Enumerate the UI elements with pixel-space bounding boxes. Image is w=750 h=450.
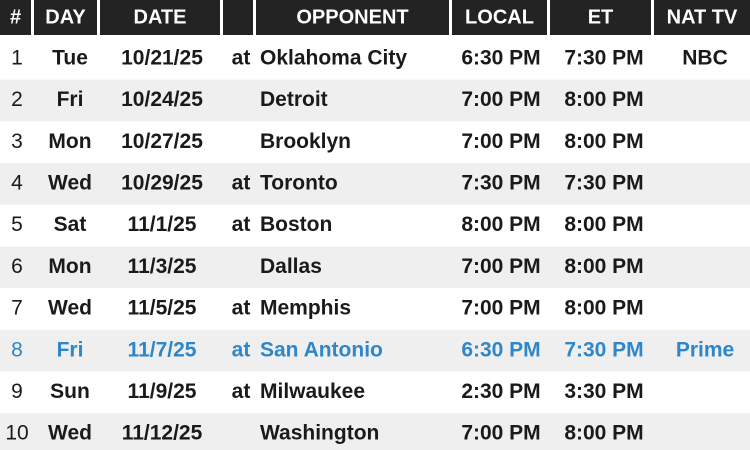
row-number: 9: [11, 380, 23, 403]
opponent: Dallas: [260, 255, 322, 278]
local-time: 8:00 PM: [461, 213, 540, 236]
header-cell: [452, 0, 547, 35]
header-label: OPPONENT: [296, 6, 408, 28]
opponent: Milwaukee: [260, 380, 365, 403]
opponent: Toronto: [260, 171, 338, 194]
date: 11/7/25: [128, 338, 197, 361]
local-time: 6:30 PM: [461, 338, 540, 361]
local-time: 7:00 PM: [461, 255, 540, 278]
et-time: 8:00 PM: [564, 130, 643, 153]
date: 10/27/25: [121, 130, 203, 153]
opponent: Brooklyn: [260, 130, 351, 153]
local-time: 6:30 PM: [461, 46, 540, 69]
et-time: 8:00 PM: [564, 88, 643, 111]
away-marker: at: [232, 46, 251, 69]
away-marker: at: [232, 338, 251, 361]
row-background: [0, 371, 750, 414]
row-background: [0, 246, 750, 289]
header-label: ET: [588, 6, 614, 28]
row-background: [0, 413, 750, 450]
header-cell: [654, 0, 750, 35]
et-time: 7:30 PM: [564, 338, 643, 361]
date: 11/3/25: [128, 255, 197, 278]
local-time: 7:00 PM: [461, 422, 540, 445]
opponent: Boston: [260, 213, 332, 236]
day: Mon: [48, 130, 91, 153]
row-background: [0, 329, 750, 372]
day: Fri: [57, 88, 84, 111]
national-tv: NBC: [682, 46, 728, 69]
et-time: 8:00 PM: [564, 255, 643, 278]
away-marker: at: [232, 297, 251, 320]
et-time: 8:00 PM: [564, 213, 643, 236]
row-background: [0, 163, 750, 205]
row-background: [0, 79, 750, 122]
opponent: Memphis: [260, 297, 351, 320]
header-label: LOCAL: [465, 6, 534, 28]
date: 10/29/25: [121, 171, 203, 194]
date: 10/21/25: [121, 46, 203, 69]
header-label: DAY: [45, 6, 86, 28]
opponent: Washington: [260, 422, 379, 445]
row-number: 1: [11, 46, 23, 69]
away-marker: at: [232, 380, 251, 403]
header-cell: [223, 0, 253, 35]
day: Sun: [50, 380, 90, 403]
et-time: 3:30 PM: [564, 380, 643, 403]
away-marker: at: [232, 213, 251, 236]
row-number: 2: [11, 88, 23, 111]
header-label: NAT TV: [667, 6, 738, 28]
row-background: [0, 288, 750, 330]
et-time: 8:00 PM: [564, 297, 643, 320]
local-time: 7:00 PM: [461, 297, 540, 320]
header-cell: [100, 0, 220, 35]
date: 11/5/25: [128, 297, 197, 320]
day: Wed: [48, 422, 92, 445]
row-number: 6: [11, 255, 23, 278]
day: Wed: [48, 171, 92, 194]
header-cell: [550, 0, 651, 35]
row-number: 7: [11, 297, 23, 320]
et-time: 8:00 PM: [564, 422, 643, 445]
date: 11/9/25: [128, 380, 197, 403]
row-number: 4: [11, 171, 23, 194]
day: Fri: [57, 338, 84, 361]
local-time: 7:00 PM: [461, 88, 540, 111]
local-time: 2:30 PM: [461, 380, 540, 403]
et-time: 7:30 PM: [564, 171, 643, 194]
opponent: San Antonio: [260, 338, 383, 361]
local-time: 7:00 PM: [461, 130, 540, 153]
date: 11/12/25: [122, 422, 203, 445]
opponent: Detroit: [260, 88, 328, 111]
date: 11/1/25: [128, 213, 197, 236]
header-cell: [34, 0, 97, 35]
header-label: #: [10, 6, 21, 28]
day: Tue: [52, 46, 88, 69]
row-background: [0, 204, 750, 247]
day: Sat: [54, 213, 87, 236]
day: Mon: [48, 255, 91, 278]
row-background: [0, 121, 750, 164]
date: 10/24/25: [121, 88, 203, 111]
day: Wed: [48, 297, 92, 320]
national-tv: Prime: [676, 338, 734, 361]
row-number: 5: [11, 213, 23, 236]
row-background: [0, 38, 750, 80]
row-number: 3: [11, 130, 23, 153]
header-cell: [0, 0, 31, 35]
away-marker: at: [232, 171, 251, 194]
row-number: 10: [5, 422, 28, 445]
opponent: Oklahoma City: [260, 46, 407, 69]
header-cell: [256, 0, 449, 35]
local-time: 7:30 PM: [461, 171, 540, 194]
header-label: DATE: [134, 6, 187, 28]
row-number: 8: [11, 338, 23, 361]
et-time: 7:30 PM: [564, 46, 643, 69]
